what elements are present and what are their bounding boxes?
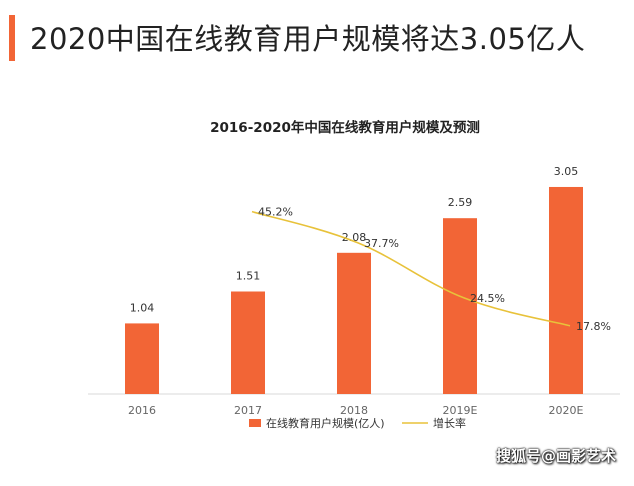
growth-rate-line xyxy=(251,210,571,327)
bar-value-label: 2.08 xyxy=(342,231,367,244)
bar-label-group: 1.04 1.51 2.08 2.59 3.05 xyxy=(130,165,579,314)
bar-group xyxy=(125,186,583,394)
rate-value-label: 45.2% xyxy=(258,206,293,219)
tick-group: 2016 2017 2018 2019E 2020E xyxy=(128,404,584,417)
rate-label-group: 45.2% 37.7% 24.5% 17.8% xyxy=(258,206,611,333)
rate-value-label: 24.5% xyxy=(470,292,505,305)
bar-2017 xyxy=(231,291,265,394)
legend: 在线教育用户规模(亿人) 增长率 xyxy=(249,416,466,430)
bar-2018 xyxy=(337,252,371,394)
x-tick-label: 2016 xyxy=(128,404,156,417)
legend-label-line: 增长率 xyxy=(433,416,466,430)
x-tick-label: 2020E xyxy=(549,404,584,417)
rate-value-label: 17.8% xyxy=(576,320,611,333)
x-tick-label: 2017 xyxy=(234,404,262,417)
title-accent-bar xyxy=(9,15,15,61)
bar-2019E xyxy=(443,218,477,394)
bar-2016 xyxy=(125,323,159,394)
legend-label-bar: 在线教育用户规模(亿人) xyxy=(266,416,385,430)
bar-value-label: 2.59 xyxy=(448,196,473,209)
bar-value-label: 1.04 xyxy=(130,301,155,314)
rate-value-label: 37.7% xyxy=(364,237,399,250)
page-title: 2020中国在线教育用户规模将达3.05亿人 xyxy=(30,22,586,56)
chart-title: 2016-2020年中国在线教育用户规模及预测 xyxy=(210,119,480,136)
bar-value-label: 1.51 xyxy=(236,270,261,283)
bar-value-label: 3.05 xyxy=(554,165,579,178)
watermark: 搜狐号@画影艺术 xyxy=(495,447,616,465)
x-tick-label: 2018 xyxy=(340,404,368,417)
x-tick-label: 2019E xyxy=(443,404,478,417)
legend-swatch-bar xyxy=(249,419,261,427)
bar-2020E xyxy=(549,186,583,394)
